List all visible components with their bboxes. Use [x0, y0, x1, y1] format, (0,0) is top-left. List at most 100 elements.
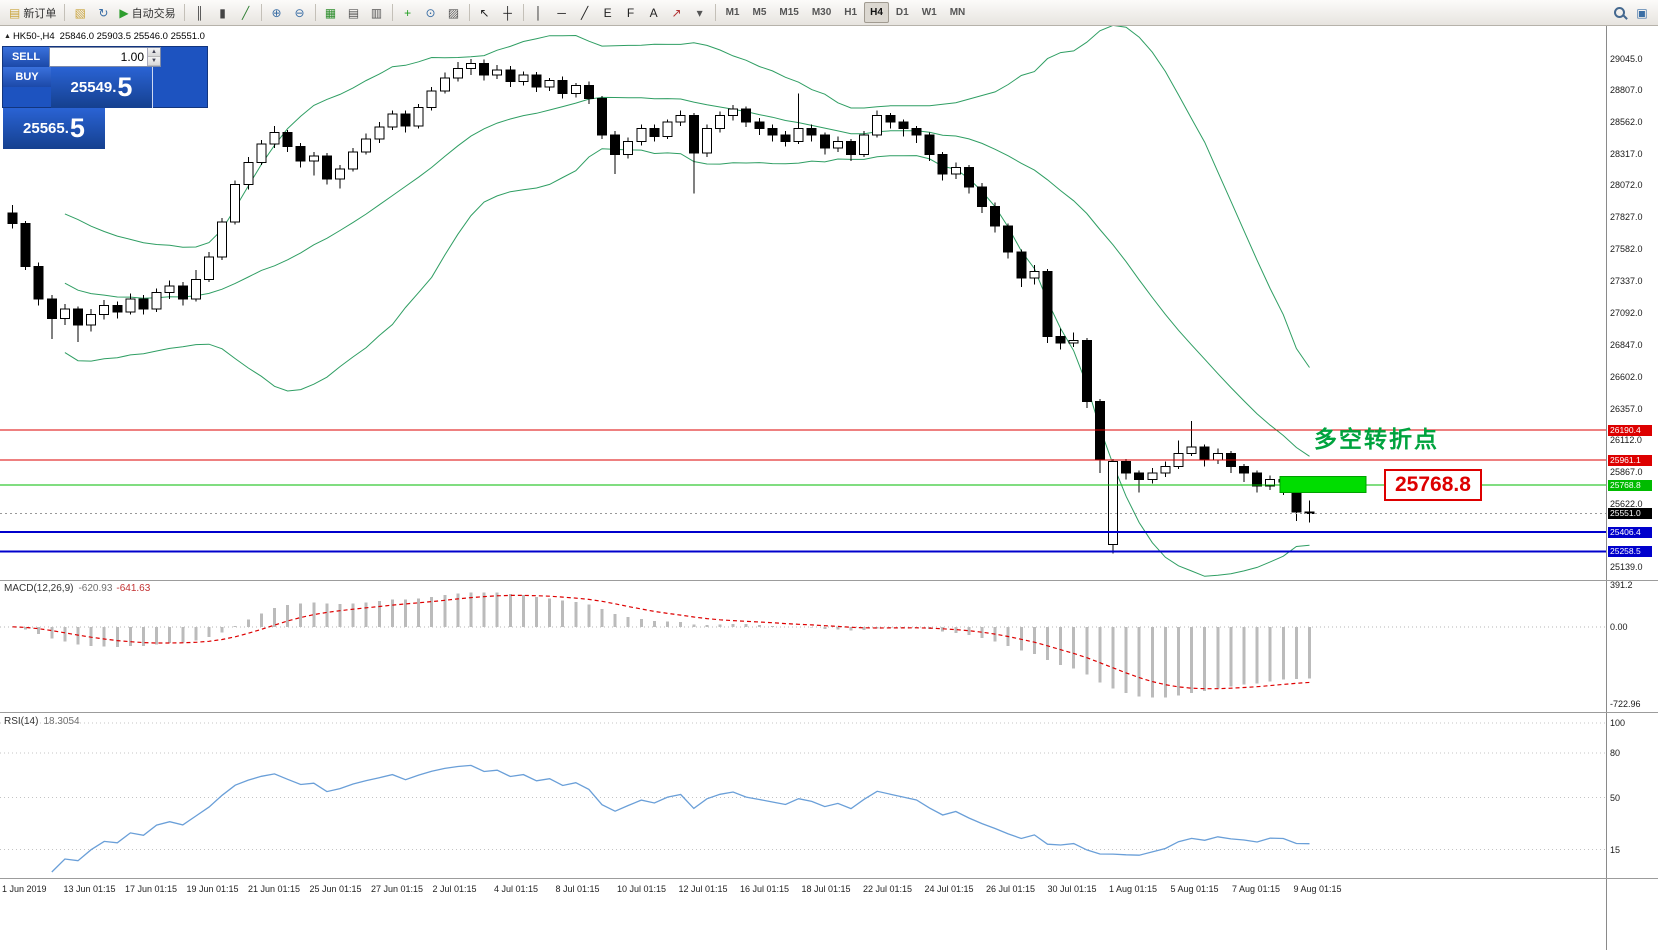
pane-splitter[interactable] — [0, 712, 1658, 713]
line-chart-icon[interactable]: ╱ — [235, 2, 257, 23]
candlestick-chart-icon[interactable]: ▮ — [212, 2, 234, 23]
sell-price-button[interactable]: 25549. 5 — [51, 67, 153, 108]
refresh-icon[interactable]: ↻ — [92, 2, 114, 23]
toolbar-separator — [391, 4, 393, 21]
bar-chart-icon[interactable]: ║ — [189, 2, 211, 23]
cursor-icon: ↖ — [479, 5, 490, 20]
date-label: 24 Jul 01:15 — [924, 884, 974, 894]
tile-vertical-icon[interactable]: ▥ — [366, 2, 388, 23]
crosshair-icon[interactable]: ┼ — [497, 2, 519, 23]
bid-price-label: 25551.0 — [1608, 507, 1652, 519]
symbol-period-label: HK50-,H4 — [12, 31, 55, 42]
add-indicator-icon: + — [404, 5, 412, 20]
arrows-tool-icon[interactable]: ↗ — [666, 2, 688, 23]
tile-windows-icon: ▦ — [324, 5, 337, 20]
timeframe-w1-button[interactable]: W1 — [916, 2, 943, 23]
date-label: 9 Aug 01:15 — [1293, 884, 1342, 894]
price-tick-label: 27337.0 — [1610, 276, 1643, 286]
toolbar-separator — [183, 4, 185, 21]
objects-dropdown-icon: ▾ — [696, 5, 703, 20]
time-axis[interactable]: 1 Jun 2019 13 Jun 01:15 17 Jun 01:15 19 Jun… — [0, 880, 1606, 900]
pane-marker-icon: ▲ — [4, 33, 11, 40]
sell-button[interactable]: SELL — [3, 47, 49, 67]
line-price-label: 26190.4 — [1608, 424, 1652, 436]
volume-input[interactable] — [50, 50, 147, 64]
timeframe-m5-button[interactable]: M5 — [746, 2, 772, 23]
date-label: 1 Aug 01:15 — [1109, 884, 1158, 894]
new-order-button[interactable]: ▤ 新订单 — [5, 2, 60, 23]
timeframe-h4-button[interactable]: H4 — [864, 2, 889, 23]
price-tag-label: 25768.8 — [1384, 469, 1482, 501]
date-label: 13 Jun 01:15 — [63, 884, 116, 894]
rsi-tick-label: 50 — [1610, 792, 1621, 803]
price-tick-label: 25139.0 — [1610, 561, 1643, 572]
timeframe-mn-button[interactable]: MN — [944, 2, 972, 23]
horizontal-line-icon[interactable]: ─ — [551, 2, 573, 23]
sell-price-pip: 5 — [117, 72, 133, 102]
price-chart-pane[interactable]: ▲ HK50-,H4 25846.0 25903.5 25546.0 25551.0… — [0, 26, 1606, 580]
timeframe-d1-button[interactable]: D1 — [890, 2, 915, 23]
data-window-icon: ▣ — [1636, 5, 1648, 20]
zoom-out-icon[interactable]: ⊖ — [289, 2, 311, 23]
price-tick-label: 28317.0 — [1610, 148, 1643, 159]
bar-chart-icon: ║ — [195, 5, 204, 20]
price-tick-label: 26112.0 — [1610, 435, 1642, 446]
templates-icon[interactable]: ▨ — [443, 2, 465, 23]
line-price-label: 25768.8 — [1608, 479, 1652, 491]
rsi-tick-label: 100 — [1610, 717, 1626, 728]
add-indicator-icon[interactable]: + — [397, 2, 419, 23]
trendline-icon: ╱ — [580, 5, 589, 20]
timeframe-h1-button[interactable]: H1 — [838, 2, 863, 23]
cursor-icon[interactable]: ↖ — [474, 2, 496, 23]
timeframe-m30-button[interactable]: M30 — [806, 2, 837, 23]
toolbar: ▤ 新订单 ▧ ↻ ▶ 自动交易 ║ ▮ ╱ ⊕ ⊖ ▦ ▤ ▥ + ⊙ ▨ ↖ ┼ │ ─ ╱ E F A ↗ ▾ M1 M5 M15 M… — [0, 0, 1658, 26]
buy-price-button[interactable]: 25565. 5 — [3, 108, 105, 149]
timeframe-d1-button-label: D1 — [895, 7, 909, 18]
auto-trading-button[interactable]: ▶ 自动交易 — [115, 2, 179, 23]
vertical-line-icon[interactable]: │ — [528, 2, 550, 23]
price-tick-label: 28562.0 — [1610, 116, 1643, 127]
new-order-button: ▤ — [9, 5, 21, 20]
data-window-icon[interactable]: ▣ — [1631, 2, 1653, 23]
objects-dropdown-icon[interactable]: ▾ — [689, 2, 711, 23]
price-tick-label: 29045.0 — [1610, 53, 1643, 64]
chart-title: ▲ HK50-,H4 25846.0 25903.5 25546.0 25551.0 — [4, 31, 205, 42]
pane-splitter[interactable] — [0, 878, 1658, 879]
trendline-icon[interactable]: ╱ — [574, 2, 596, 23]
rsi-tick-label: 15 — [1610, 844, 1621, 855]
zoom-in-icon: ⊕ — [271, 5, 282, 20]
equidistant-channel-icon[interactable]: E — [597, 2, 619, 23]
period-icon[interactable]: ⊙ — [420, 2, 442, 23]
chart-window: 29045.0 28807.0 28562.0 28317.0 28072.0 27827… — [0, 26, 1658, 950]
date-label: 2 Jul 01:15 — [432, 884, 477, 894]
timeframe-m15-button[interactable]: M15 — [773, 2, 804, 23]
fibonacci-icon[interactable]: F — [620, 2, 642, 23]
rsi-tick-label: 80 — [1610, 747, 1621, 758]
profiles-icon[interactable]: ▧ — [69, 2, 91, 23]
tile-vertical-icon: ▥ — [370, 5, 383, 20]
date-label: 26 Jul 01:15 — [986, 884, 1036, 894]
zoom-out-icon: ⊖ — [294, 5, 305, 20]
pane-splitter[interactable] — [0, 580, 1658, 581]
line-price-label: 25258.5 — [1608, 545, 1652, 557]
date-label: 18 Jul 01:15 — [801, 884, 851, 894]
search-icon[interactable] — [1608, 2, 1630, 23]
line-price-label: 25961.1 — [1608, 454, 1652, 466]
volume-up-icon[interactable]: ▲ — [148, 48, 160, 57]
tile-windows-icon[interactable]: ▦ — [320, 2, 342, 23]
macd-tick-label: 391.2 — [1610, 580, 1633, 591]
horizontal-line-icon: ─ — [557, 5, 566, 20]
price-tick-label: 26357.0 — [1610, 403, 1643, 414]
text-label-icon[interactable]: A — [643, 2, 665, 23]
volume-down-icon[interactable]: ▼ — [148, 57, 160, 66]
buy-button[interactable]: BUY — [3, 67, 51, 87]
timeframe-h4-button-label: H4 — [870, 7, 883, 18]
timeframe-m1-button-label: M1 — [725, 7, 740, 18]
date-label: 12 Jul 01:15 — [678, 884, 728, 894]
cascade-windows-icon[interactable]: ▤ — [343, 2, 365, 23]
toolbar-separator — [714, 4, 716, 21]
price-axis[interactable]: 29045.0 28807.0 28562.0 28317.0 28072.0 27827… — [1606, 26, 1658, 950]
macd-pane: MACD(12,26,9) -620.93 -641.63 — [0, 581, 1606, 712]
timeframe-m1-button[interactable]: M1 — [720, 2, 746, 23]
zoom-in-icon[interactable]: ⊕ — [266, 2, 288, 23]
